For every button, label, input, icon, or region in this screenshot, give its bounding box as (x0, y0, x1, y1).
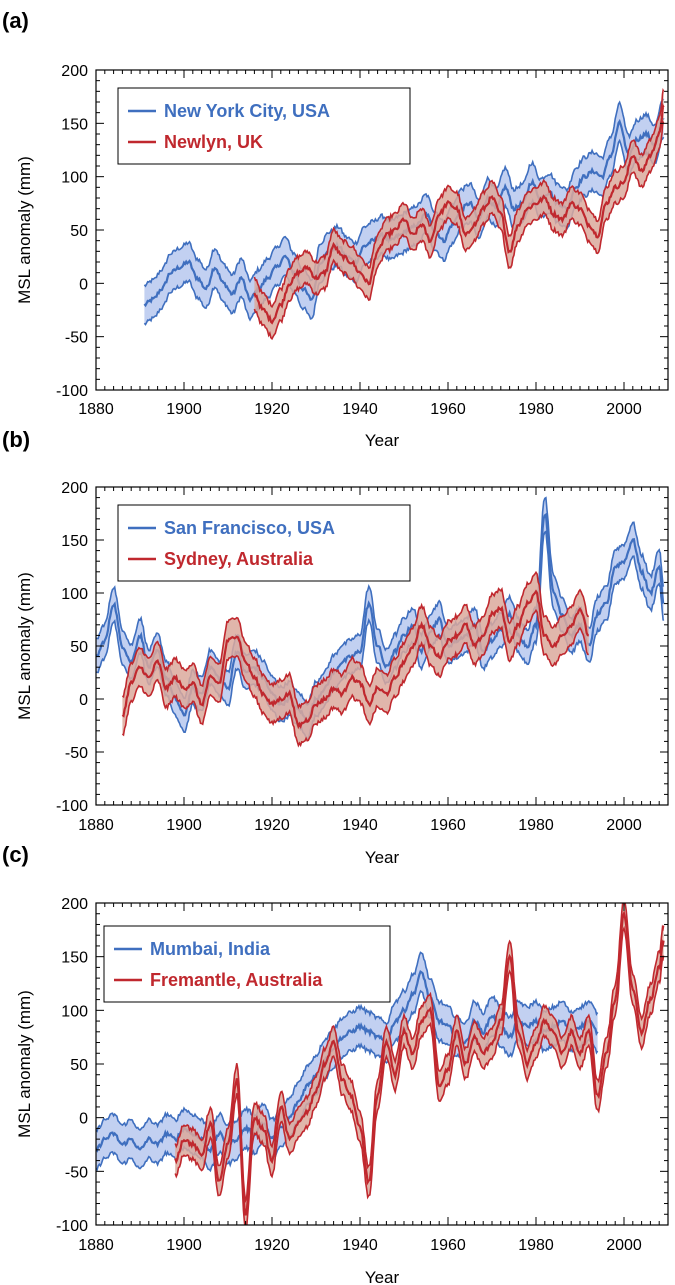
tick-marks (95, 486, 669, 806)
y-tick-label: 200 (61, 63, 88, 80)
x-tick-label: 1960 (430, 817, 466, 834)
x-tick-label: 1900 (166, 401, 202, 418)
y-tick-label: 100 (61, 1003, 88, 1020)
x-tick-label: 1900 (166, 817, 202, 834)
x-tick-label: 1980 (518, 1237, 554, 1254)
legend-label: Sydney, Australia (164, 549, 314, 569)
y-axis-title: MSL anomaly (mm) (15, 572, 34, 720)
panel-label: (b) (2, 427, 30, 452)
y-axis-title: MSL anomaly (mm) (15, 990, 34, 1138)
y-tick-label: 100 (61, 170, 88, 187)
chart-panel: (c) 200 150 100 50 0 -50 -100 1880 1900 1920 1940 19… (2, 842, 669, 1285)
series-line (253, 103, 665, 325)
x-tick-label: 2000 (606, 817, 642, 834)
legend: San Francisco, USA Sydney, Australia (117, 504, 411, 582)
x-tick-label: 1920 (254, 817, 290, 834)
y-tick-label: -100 (56, 383, 88, 400)
y-tick-label: -100 (56, 1218, 88, 1235)
y-tick-label: 50 (70, 1057, 88, 1074)
y-tick-label: 50 (70, 639, 88, 656)
legend-box (103, 925, 391, 1003)
lower-bound-line (253, 119, 665, 341)
x-tick-label: 1980 (518, 401, 554, 418)
legend-label: Mumbai, India (150, 939, 271, 959)
legend-label: Newlyn, UK (164, 132, 263, 152)
series-red (174, 903, 665, 1225)
legend-label: San Francisco, USA (164, 518, 335, 538)
lower-bound-line (96, 989, 599, 1173)
x-tick-label: 1960 (430, 1237, 466, 1254)
y-tick-label: 50 (70, 223, 88, 240)
x-tick-label: 1900 (166, 1237, 202, 1254)
y-tick-label: -100 (56, 798, 88, 815)
y-tick-label: 150 (61, 950, 88, 967)
y-tick-label: -50 (65, 330, 88, 347)
series-line (96, 970, 599, 1154)
y-tick-label: 100 (61, 586, 88, 603)
x-tick-label: 1920 (254, 401, 290, 418)
x-tick-label: 2000 (606, 1237, 642, 1254)
y-tick-label: 200 (61, 480, 88, 497)
legend-box (117, 87, 411, 165)
x-axis-title: Year (365, 1268, 400, 1285)
legend-label: New York City, USA (164, 101, 330, 121)
x-tick-label: 1880 (78, 817, 114, 834)
x-axis-title: Year (365, 431, 400, 450)
y-axis-title: MSL anomaly (mm) (15, 156, 34, 304)
x-tick-label: 1940 (342, 401, 378, 418)
series-line (174, 909, 665, 1216)
lower-bound-line (174, 925, 665, 1225)
chart-panel: (b) 200 150 100 50 0 -50 -100 1880 1900 1920 1940 19… (2, 427, 669, 867)
y-tick-label: 150 (61, 116, 88, 133)
legend-label: Fremantle, Australia (150, 970, 323, 990)
panel-label: (c) (2, 842, 29, 867)
series-red (121, 570, 589, 748)
x-tick-label: 1960 (430, 401, 466, 418)
upper-bound-line (174, 903, 665, 1204)
y-tick-label: 0 (79, 692, 88, 709)
legend: New York City, USA Newlyn, UK (117, 87, 411, 165)
x-tick-label: 1940 (342, 817, 378, 834)
panel-label: (a) (2, 8, 29, 33)
x-axis-title: Year (365, 848, 400, 867)
y-tick-label: -50 (65, 1164, 88, 1181)
x-tick-label: 1880 (78, 401, 114, 418)
x-tick-label: 1920 (254, 1237, 290, 1254)
y-tick-label: -50 (65, 745, 88, 762)
x-tick-label: 2000 (606, 401, 642, 418)
y-tick-label: 0 (79, 276, 88, 293)
tick-marks (95, 69, 669, 391)
series-red (253, 87, 665, 341)
y-tick-label: 150 (61, 533, 88, 550)
upper-bound-line (253, 87, 665, 309)
y-tick-label: 200 (61, 896, 88, 913)
series-line (121, 589, 589, 730)
series-blue (96, 951, 599, 1173)
x-tick-label: 1880 (78, 1237, 114, 1254)
y-tick-label: 0 (79, 1111, 88, 1128)
upper-bound-line (96, 951, 599, 1134)
upper-bound-line (121, 570, 589, 710)
x-tick-label: 1940 (342, 1237, 378, 1254)
legend-box (117, 504, 411, 582)
lower-bound-line (121, 608, 589, 748)
tick-marks (95, 902, 669, 1226)
legend: Mumbai, India Fremantle, Australia (103, 925, 391, 1003)
x-tick-label: 1980 (518, 817, 554, 834)
